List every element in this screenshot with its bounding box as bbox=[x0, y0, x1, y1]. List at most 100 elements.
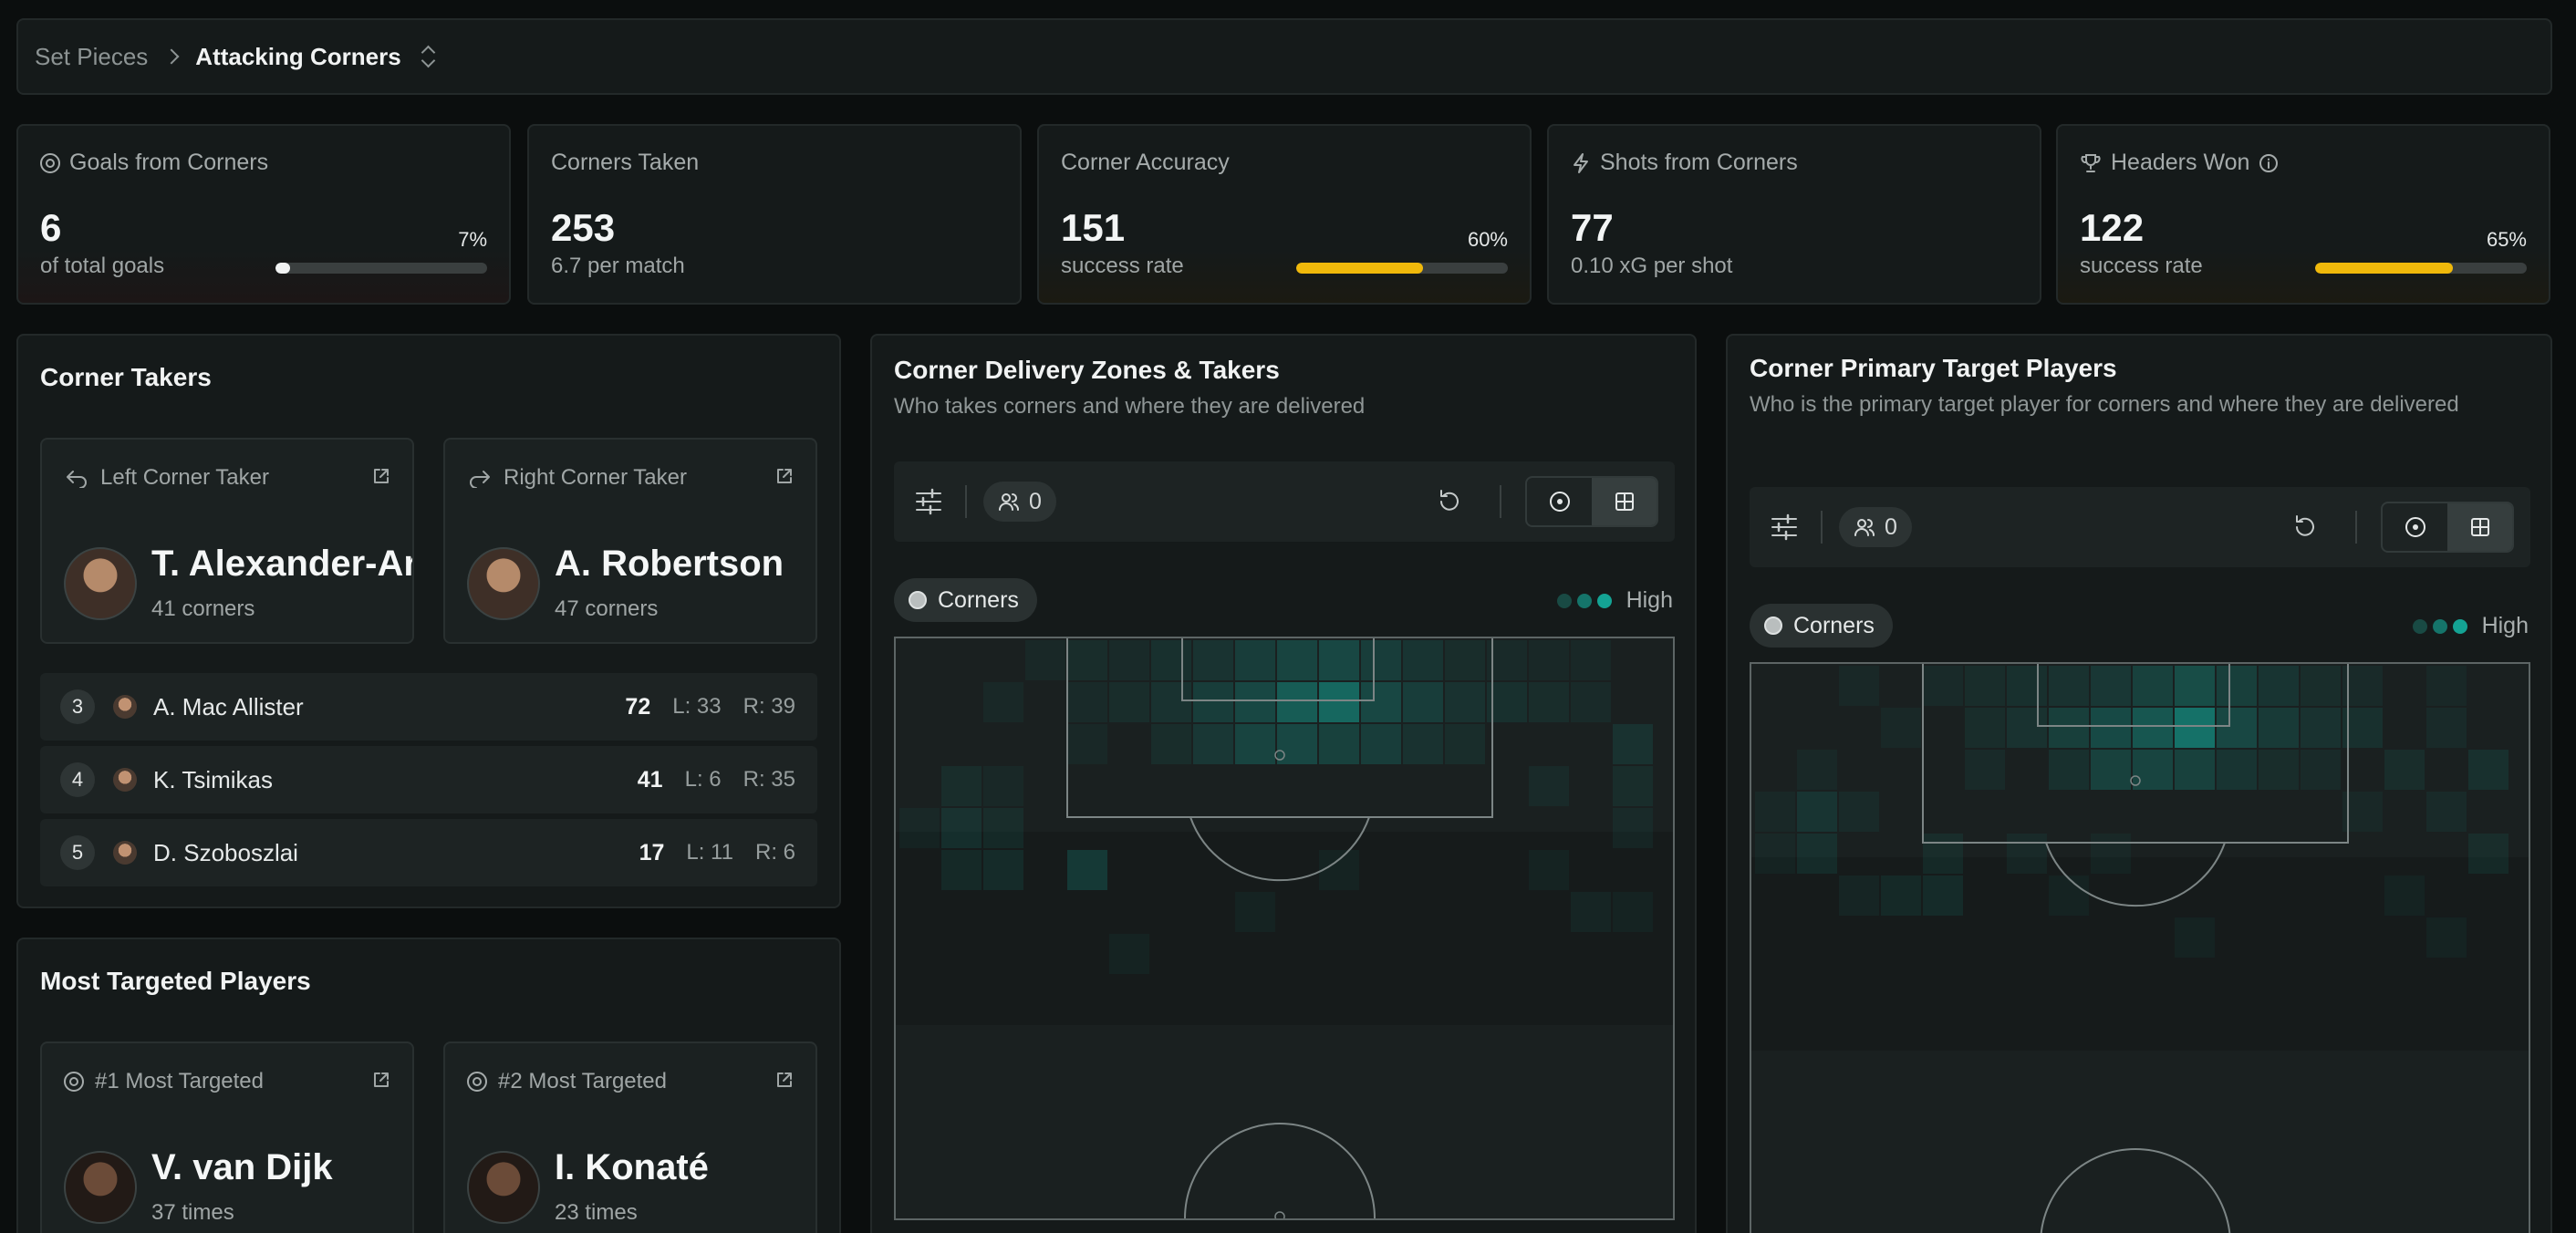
points-view-button[interactable] bbox=[1527, 478, 1592, 525]
heat-cell bbox=[2049, 708, 2089, 748]
avatar bbox=[113, 841, 137, 865]
heat-cell bbox=[899, 808, 940, 848]
heatmap-legend: High bbox=[2412, 613, 2529, 639]
external-link-icon[interactable] bbox=[372, 467, 390, 485]
stat-label: Shots from Corners bbox=[1600, 150, 1798, 175]
taker-row[interactable]: 5 D. Szoboszlai 17 L: 11 R: 6 bbox=[40, 819, 817, 886]
target-heatmap[interactable] bbox=[1750, 662, 2530, 1233]
corners-filter-chip[interactable]: Corners bbox=[894, 578, 1037, 622]
grid-view-button[interactable] bbox=[1592, 478, 1657, 525]
points-view-button[interactable] bbox=[2383, 503, 2447, 551]
right-count: R: 6 bbox=[754, 840, 795, 865]
heat-cell bbox=[1613, 766, 1653, 806]
left-corner-taker-card[interactable]: Left Corner Taker T. Alexander-Arnold 41… bbox=[40, 438, 414, 644]
left-count: L: 33 bbox=[672, 694, 722, 719]
heat-cell bbox=[1529, 640, 1569, 680]
users-icon bbox=[1854, 519, 1875, 536]
target-icon bbox=[64, 1072, 84, 1092]
panel-subtitle: Who is the primary target player for cor… bbox=[1750, 392, 2459, 417]
player-filter-button[interactable]: 0 bbox=[1839, 507, 1912, 547]
target-count: 23 times bbox=[555, 1200, 638, 1225]
grid-view-button[interactable] bbox=[2447, 503, 2512, 551]
target-dot-icon bbox=[1549, 492, 1570, 512]
heat-cell bbox=[1571, 892, 1611, 932]
heat-cell bbox=[1319, 850, 1359, 890]
corners-filter-chip[interactable]: Corners bbox=[1750, 604, 1893, 648]
taker-row[interactable]: 3 A. Mac Allister 72 L: 33 R: 39 bbox=[40, 673, 817, 741]
heat-cell bbox=[1403, 640, 1443, 680]
heat-cell bbox=[2217, 708, 2257, 748]
external-link-icon[interactable] bbox=[775, 467, 794, 485]
player-name: A. Robertson bbox=[555, 544, 784, 584]
heat-cell bbox=[1235, 682, 1275, 722]
rank-badge: 5 bbox=[60, 835, 95, 870]
heat-cell bbox=[2259, 750, 2299, 790]
player-name: T. Alexander-Arnold bbox=[151, 544, 414, 584]
delivery-heatmap[interactable] bbox=[894, 637, 1675, 1220]
taker-row[interactable]: 4 K. Tsimikas 41 L: 6 R: 35 bbox=[40, 746, 817, 813]
reset-icon[interactable] bbox=[2291, 513, 2319, 541]
target-icon bbox=[40, 152, 60, 173]
heat-cell bbox=[2091, 708, 2131, 748]
heat-cell bbox=[1923, 666, 1963, 706]
heat-cell bbox=[2342, 708, 2383, 748]
rank-badge: 4 bbox=[60, 762, 95, 797]
heat-cell bbox=[2384, 876, 2425, 916]
heat-cell bbox=[1151, 724, 1191, 764]
chip-label: Corners bbox=[938, 586, 1019, 613]
undo-arrow-icon bbox=[67, 471, 87, 488]
external-link-icon[interactable] bbox=[372, 1071, 390, 1089]
chip-label: Corners bbox=[1793, 612, 1875, 638]
heat-cell bbox=[2426, 792, 2467, 832]
heat-cell bbox=[1571, 682, 1611, 722]
heat-cell bbox=[2091, 750, 2131, 790]
heat-cell bbox=[941, 808, 982, 848]
grid-icon bbox=[1615, 492, 1634, 511]
heat-cell bbox=[1965, 750, 2005, 790]
heat-cell bbox=[1613, 892, 1653, 932]
breadcrumb-parent[interactable]: Set Pieces bbox=[35, 42, 149, 70]
info-icon[interactable] bbox=[2259, 153, 2279, 173]
heat-cell bbox=[2259, 666, 2299, 706]
heatmap-toolbar: 0 bbox=[1750, 487, 2530, 567]
right-corner-taker-card[interactable]: Right Corner Taker A. Robertson 47 corne… bbox=[443, 438, 817, 644]
player-name: V. van Dijk bbox=[151, 1147, 333, 1187]
chip-dot bbox=[909, 591, 927, 609]
sliders-icon[interactable] bbox=[1770, 513, 1799, 542]
panel-title: Corner Delivery Zones & Takers bbox=[894, 356, 1280, 384]
heat-cell bbox=[1445, 724, 1485, 764]
heat-cell bbox=[1487, 640, 1527, 680]
stat-label: Goals from Corners bbox=[69, 150, 269, 175]
heat-cell bbox=[1613, 724, 1653, 764]
legend-label: High bbox=[2481, 613, 2529, 638]
selector-chevrons-icon[interactable] bbox=[420, 44, 438, 69]
heat-cell bbox=[1613, 808, 1653, 848]
sliders-icon[interactable] bbox=[914, 487, 943, 516]
stat-card-shots-from-corners: Shots from Corners 77 0.10 xG per shot bbox=[1547, 124, 2041, 305]
heat-cell bbox=[2217, 750, 2257, 790]
heat-cell bbox=[1797, 792, 1837, 832]
stat-subtext: of total goals bbox=[40, 254, 165, 278]
player-filter-button[interactable]: 0 bbox=[983, 482, 1056, 522]
most-targeted-2-card[interactable]: #2 Most Targeted I. Konaté 23 times bbox=[443, 1041, 817, 1233]
right-count: R: 39 bbox=[743, 694, 795, 719]
stat-card-corners-taken: Corners Taken 253 6.7 per match bbox=[527, 124, 1022, 305]
chevron-right-icon bbox=[163, 48, 180, 65]
avatar bbox=[113, 695, 137, 719]
trophy-icon bbox=[2081, 153, 2101, 172]
heat-cell bbox=[1487, 682, 1527, 722]
taker-label: Left Corner Taker bbox=[100, 465, 269, 490]
stat-percent: 65% bbox=[2486, 228, 2527, 251]
heat-cell bbox=[1109, 640, 1149, 680]
most-targeted-1-card[interactable]: #1 Most Targeted V. van Dijk 37 times bbox=[40, 1041, 414, 1233]
external-link-icon[interactable] bbox=[775, 1071, 794, 1089]
heat-cell bbox=[1839, 876, 1879, 916]
heat-cell bbox=[2049, 876, 2089, 916]
heat-cell bbox=[2175, 750, 2215, 790]
legend-label: High bbox=[1626, 587, 1673, 613]
heat-cell bbox=[1067, 724, 1107, 764]
corner-total: 17 bbox=[639, 839, 665, 865]
heat-cell bbox=[2426, 666, 2467, 706]
corner-total: 41 bbox=[637, 766, 663, 793]
reset-icon[interactable] bbox=[1436, 488, 1463, 515]
